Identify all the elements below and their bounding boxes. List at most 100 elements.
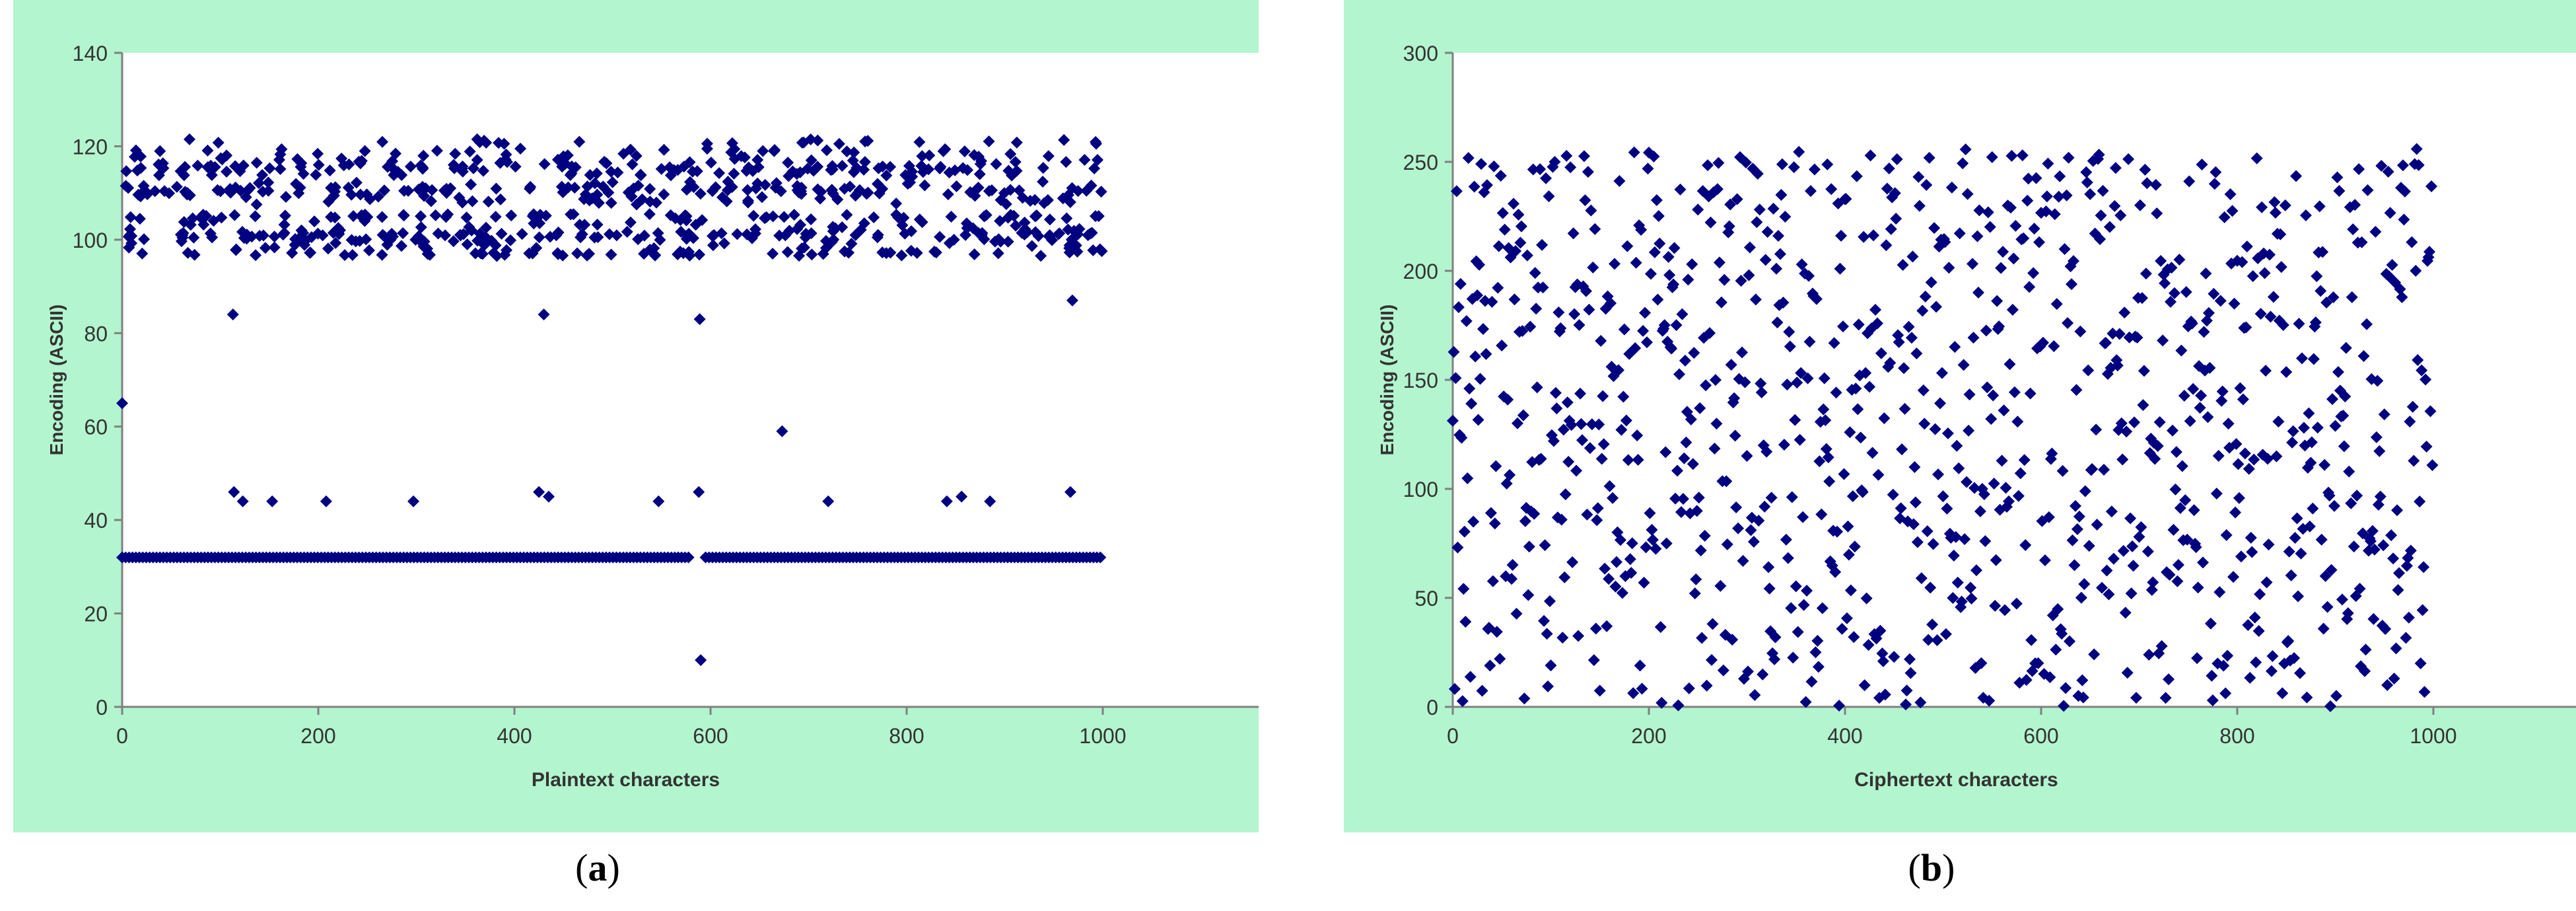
data-point <box>672 248 684 261</box>
data-point <box>2202 411 2214 423</box>
data-point <box>386 231 399 243</box>
data-point <box>1909 496 1922 509</box>
data-point <box>1492 281 1504 294</box>
data-point <box>1783 326 1795 338</box>
data-point <box>2009 219 2022 232</box>
data-point <box>330 237 342 249</box>
data-point <box>467 162 479 174</box>
data-point <box>1768 653 1781 666</box>
data-point <box>2339 390 2351 403</box>
data-point <box>2191 652 2204 665</box>
data-point <box>431 145 443 157</box>
data-point <box>1449 372 1462 384</box>
data-point <box>831 193 844 205</box>
data-point <box>1819 414 1832 427</box>
data-point <box>2217 659 2230 672</box>
data-point <box>250 249 262 262</box>
data-point <box>2371 375 2384 387</box>
data-point <box>825 184 838 197</box>
data-point <box>922 163 935 176</box>
data-point <box>2139 163 2151 176</box>
data-point <box>1454 277 1467 290</box>
y-tick-label: 0 <box>1426 696 1438 719</box>
data-point <box>2424 405 2437 418</box>
data-point <box>418 190 431 202</box>
data-point <box>773 229 786 242</box>
data-point <box>2075 591 2087 604</box>
data-point <box>2343 465 2355 478</box>
data-point <box>1621 240 1634 252</box>
data-point <box>959 229 972 241</box>
data-point <box>2236 256 2248 268</box>
data-point <box>2260 576 2273 589</box>
data-point <box>1623 347 1636 360</box>
data-point <box>956 490 968 503</box>
data-point <box>1747 536 1760 548</box>
data-point <box>2280 366 2293 379</box>
data-point <box>776 425 788 437</box>
data-point <box>1740 156 1753 168</box>
data-point <box>1906 250 1919 263</box>
data-point <box>890 198 903 210</box>
data-point <box>359 145 371 157</box>
data-point <box>1669 492 1682 505</box>
data-point <box>1965 592 1978 604</box>
data-point <box>277 229 289 241</box>
data-point <box>872 229 884 241</box>
data-point <box>1636 682 1648 695</box>
data-point <box>1817 403 1830 416</box>
data-point <box>1457 583 1470 595</box>
data-point <box>1864 149 1877 162</box>
data-point <box>2369 225 2382 238</box>
data-point <box>2318 458 2331 471</box>
data-point <box>905 225 918 238</box>
data-point <box>687 181 700 194</box>
y-tick-label: 20 <box>84 602 108 626</box>
data-point <box>449 147 462 160</box>
data-point <box>1665 342 1678 355</box>
data-point <box>868 211 880 223</box>
data-point <box>342 181 355 194</box>
data-point <box>524 180 537 193</box>
data-point <box>2118 307 2131 319</box>
data-point <box>538 158 551 170</box>
data-point <box>1993 320 2005 333</box>
data-point <box>1874 624 1887 637</box>
data-point <box>1751 216 1763 229</box>
data-point <box>632 233 644 246</box>
data-point <box>376 135 389 148</box>
data-point <box>1605 297 1617 310</box>
data-point <box>1685 413 1697 425</box>
data-point <box>1988 477 2000 490</box>
data-point <box>1678 452 1690 464</box>
data-point <box>1087 244 1099 256</box>
data-point <box>1529 267 1541 279</box>
data-point <box>1737 555 1749 567</box>
data-point <box>2299 209 2312 221</box>
data-point <box>901 178 914 190</box>
data-point <box>707 230 719 242</box>
data-point <box>1825 183 1838 196</box>
data-point <box>1528 507 1541 520</box>
data-point <box>501 156 514 168</box>
data-point <box>1866 447 1879 459</box>
data-point <box>2384 207 2396 219</box>
data-point <box>397 227 409 240</box>
data-point <box>2064 635 2076 647</box>
data-point <box>1951 439 1963 452</box>
data-point <box>838 245 851 258</box>
data-point <box>447 235 460 248</box>
data-point <box>1690 505 1703 517</box>
data-point <box>1823 475 1836 488</box>
data-point <box>1970 564 1982 577</box>
data-point <box>2291 512 2303 525</box>
data-point <box>1761 226 1774 238</box>
data-point <box>2394 182 2407 194</box>
data-point <box>1808 163 1821 176</box>
data-point <box>2206 694 2219 707</box>
data-point <box>1659 446 1672 458</box>
data-point <box>2113 328 2126 340</box>
data-point <box>934 231 946 243</box>
data-point <box>1092 154 1104 166</box>
data-point <box>2050 298 2063 310</box>
